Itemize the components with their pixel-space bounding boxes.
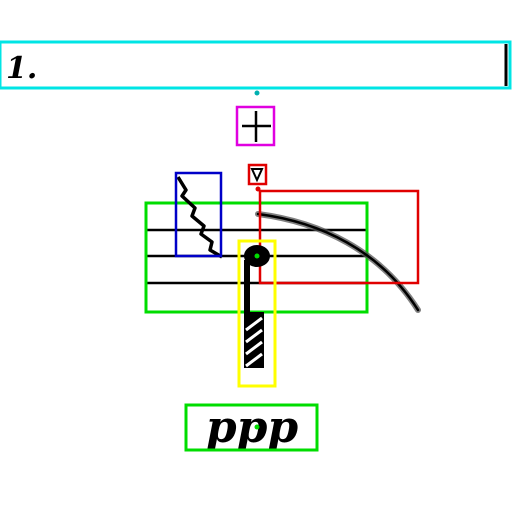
- small-marker-region: [247, 163, 268, 186]
- note-box: [237, 239, 277, 388]
- small-marker-box: [247, 163, 268, 186]
- hatch-1: [245, 316, 263, 332]
- slur-anchor-dot: [255, 186, 261, 192]
- anchor-dot: [254, 90, 260, 96]
- hatch-2: [245, 328, 263, 344]
- slur-region: [255, 186, 420, 285]
- squiggle-box: [174, 171, 223, 258]
- note-stem: [244, 260, 250, 316]
- squiggle-glyph: [176, 176, 223, 259]
- dynamic-region: ppp: [184, 402, 319, 453]
- measure-number-box: [0, 40, 512, 90]
- slur-curve-core: [256, 212, 420, 312]
- measure-number-label: 1.: [6, 51, 37, 86]
- measure-number-region: 1.: [0, 40, 512, 96]
- note-region: [237, 239, 277, 388]
- cross-symbol-box: [235, 105, 276, 147]
- dynamic-marking-label: ppp: [206, 402, 299, 453]
- slur-box: [258, 189, 420, 285]
- small-marker-glyph: [250, 168, 264, 183]
- hatch-3: [245, 340, 263, 356]
- dynamic-box: [184, 403, 319, 452]
- note-anchor-dot: [254, 253, 260, 259]
- squiggle-region: [174, 171, 223, 259]
- slur-curve: [255, 211, 421, 313]
- hatch-4: [245, 352, 263, 368]
- cross-symbol-region: [235, 105, 276, 147]
- dynamic-anchor-dot: [254, 424, 260, 430]
